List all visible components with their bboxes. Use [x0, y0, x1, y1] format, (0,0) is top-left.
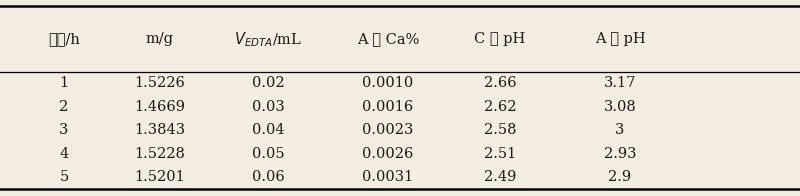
Text: 0.04: 0.04: [252, 123, 284, 137]
Text: 1.5201: 1.5201: [134, 170, 186, 184]
Text: 1: 1: [59, 76, 69, 90]
Text: 4: 4: [59, 147, 69, 161]
Text: 0.0031: 0.0031: [362, 170, 414, 184]
Text: 0.0016: 0.0016: [362, 100, 414, 114]
Text: 0.0026: 0.0026: [362, 147, 414, 161]
Text: 2: 2: [59, 100, 69, 114]
Text: 2.62: 2.62: [484, 100, 516, 114]
Text: 0.0023: 0.0023: [362, 123, 414, 137]
Text: 2.49: 2.49: [484, 170, 516, 184]
Text: 0.05: 0.05: [252, 147, 284, 161]
Text: 2.9: 2.9: [609, 170, 631, 184]
Text: 2.58: 2.58: [484, 123, 516, 137]
Text: 0.03: 0.03: [252, 100, 284, 114]
Text: 1.5226: 1.5226: [134, 76, 186, 90]
Text: A 槽 Ca%: A 槽 Ca%: [357, 32, 419, 46]
Text: 1.5228: 1.5228: [134, 147, 186, 161]
Text: 2.93: 2.93: [604, 147, 636, 161]
Text: 0.02: 0.02: [252, 76, 284, 90]
Text: 1.3843: 1.3843: [134, 123, 186, 137]
Text: 3: 3: [615, 123, 625, 137]
Text: A 槽 pH: A 槽 pH: [594, 32, 646, 46]
Text: 2.66: 2.66: [484, 76, 516, 90]
Text: 5: 5: [59, 170, 69, 184]
Text: 3: 3: [59, 123, 69, 137]
Text: 0.0010: 0.0010: [362, 76, 414, 90]
Text: C 槽 pH: C 槽 pH: [474, 32, 526, 46]
Text: 3.17: 3.17: [604, 76, 636, 90]
Text: 3.08: 3.08: [604, 100, 636, 114]
Text: 1.4669: 1.4669: [134, 100, 186, 114]
Text: 时间/h: 时间/h: [48, 32, 80, 46]
Text: $V_{EDTA}$/mL: $V_{EDTA}$/mL: [234, 30, 302, 49]
Text: 0.06: 0.06: [252, 170, 284, 184]
Text: 2.51: 2.51: [484, 147, 516, 161]
Text: m/g: m/g: [146, 32, 174, 46]
